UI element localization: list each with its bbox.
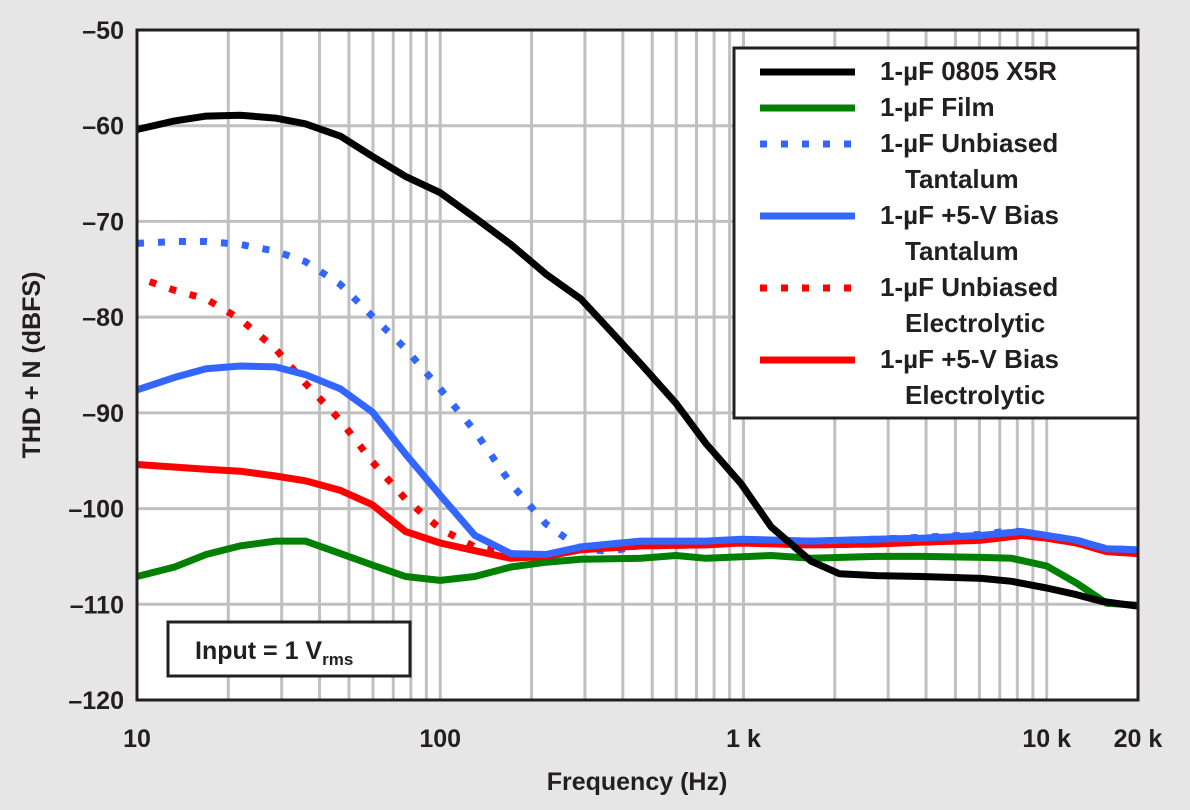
x-tick-label: 10 k: [1022, 725, 1071, 753]
y-tick-label: –80: [82, 304, 124, 332]
y-tick-label: –60: [82, 113, 124, 141]
y-tick-label: –70: [82, 208, 124, 236]
legend-label: Tantalum: [905, 236, 1019, 266]
x-tick-labels: 10 100 1 k 10 k 20 k: [123, 725, 1162, 753]
legend-label: 1-µF Unbiased: [880, 272, 1058, 302]
x-tick-label: 100: [419, 725, 461, 753]
legend-label: 1-µF 0805 X5R: [880, 56, 1057, 86]
x-tick-label: 20 k: [1114, 725, 1163, 753]
y-tick-label: –50: [82, 17, 124, 45]
legend: 1-µF 0805 X5R 1-µF Film 1-µF Unbiased Tanta…: [732, 46, 1140, 420]
legend-label: Electrolytic: [905, 308, 1045, 338]
legend-label: 1-µF +5-V Bias: [880, 344, 1059, 374]
y-tick-label: –120: [68, 687, 124, 715]
legend-label: Electrolytic: [905, 380, 1045, 410]
x-tick-label: 10: [123, 725, 151, 753]
legend-label: 1-µF +5-V Bias: [880, 200, 1059, 230]
legend-label: Tantalum: [905, 164, 1019, 194]
y-tick-labels: –50 –60 –70 –80 –90 –100 –110 –120: [68, 17, 124, 715]
input-annotation: Input = 1 Vrms: [166, 620, 412, 678]
series-line-1: [136, 537, 1139, 609]
annotation-text: Input = 1 Vrms: [195, 637, 353, 669]
legend-label: 1-µF Film: [880, 92, 995, 122]
legend-label: 1-µF Unbiased: [880, 128, 1058, 158]
y-axis-label: THD + N (dBFS): [18, 272, 46, 459]
series-line-3: [135, 362, 1139, 558]
x-tick-label: 1 k: [726, 725, 761, 753]
x-axis-label: Frequency (Hz): [547, 768, 728, 796]
y-tick-label: –90: [82, 400, 124, 428]
series-lines: [135, 111, 1139, 610]
series-line-0: [136, 111, 1139, 610]
annotation-box: [166, 620, 412, 678]
annotation-subscript: rms: [322, 650, 353, 669]
y-tick-label: –110: [70, 591, 124, 619]
y-tick-label: –100: [68, 496, 124, 524]
